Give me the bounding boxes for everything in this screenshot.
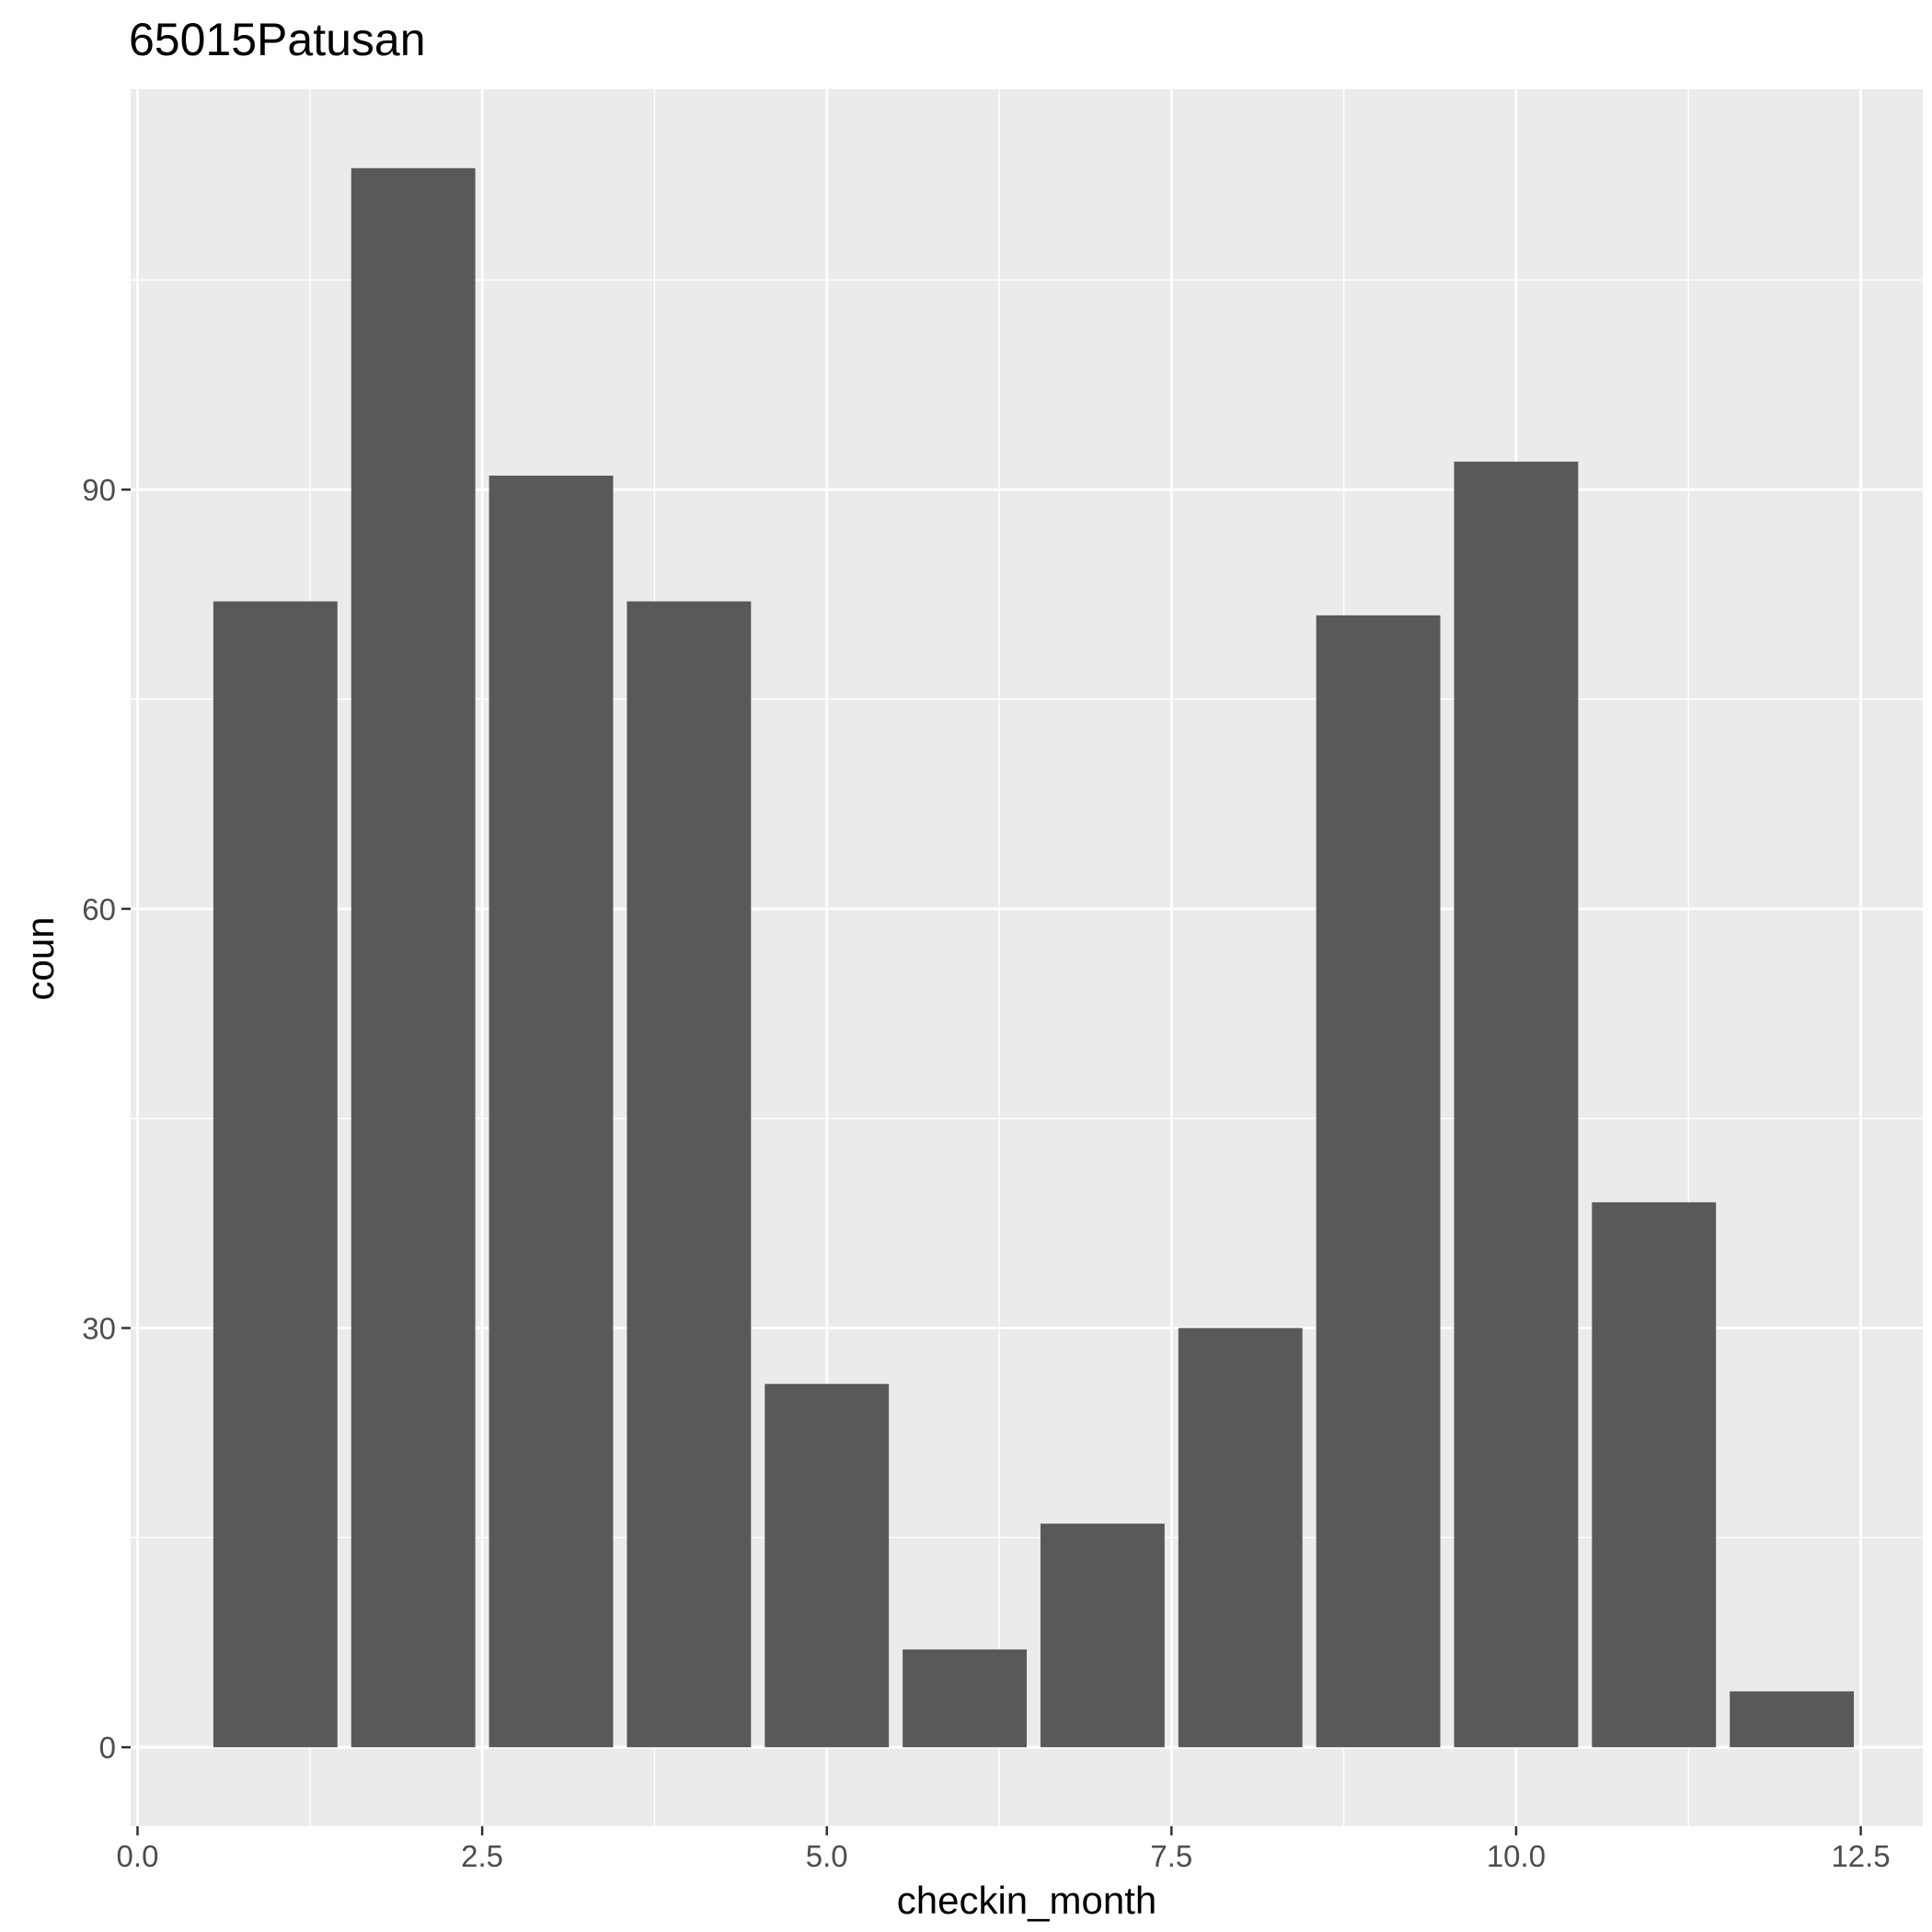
bar-month-6 [903, 1649, 1027, 1748]
x-tick-label: 0.0 [117, 1839, 159, 1873]
x-tick-label: 10.0 [1487, 1839, 1546, 1873]
bar-month-8 [1178, 1328, 1303, 1748]
bar-month-10 [1454, 461, 1579, 1748]
x-axis: 0.0 2.5 5.0 7.5 10.0 12.5 [117, 1826, 1891, 1873]
bars [213, 167, 1855, 1748]
chart-title: 65015Patusan [129, 14, 426, 65]
bar-month-9 [1316, 615, 1441, 1748]
y-tick-label: 30 [82, 1312, 116, 1346]
bar-month-3 [489, 475, 614, 1748]
x-axis-title: checkin_month [897, 1879, 1157, 1922]
x-tick-label: 5.0 [806, 1839, 848, 1873]
x-tick-label: 2.5 [461, 1839, 503, 1873]
bar-month-1 [213, 601, 338, 1748]
bar-month-7 [1040, 1524, 1165, 1748]
y-axis: 0 30 60 90 [82, 473, 131, 1765]
bar-month-11 [1592, 1202, 1717, 1748]
y-tick-label: 60 [82, 892, 116, 926]
x-tick-label: 7.5 [1150, 1839, 1192, 1873]
bar-month-4 [627, 601, 752, 1748]
bar-month-5 [765, 1384, 890, 1748]
y-tick-label: 90 [82, 473, 116, 507]
bar-month-2 [351, 167, 476, 1748]
bar-month-12 [1730, 1691, 1855, 1748]
y-tick-label: 0 [99, 1731, 116, 1765]
x-tick-label: 12.5 [1831, 1839, 1890, 1873]
y-axis-title: coun [18, 916, 62, 1000]
